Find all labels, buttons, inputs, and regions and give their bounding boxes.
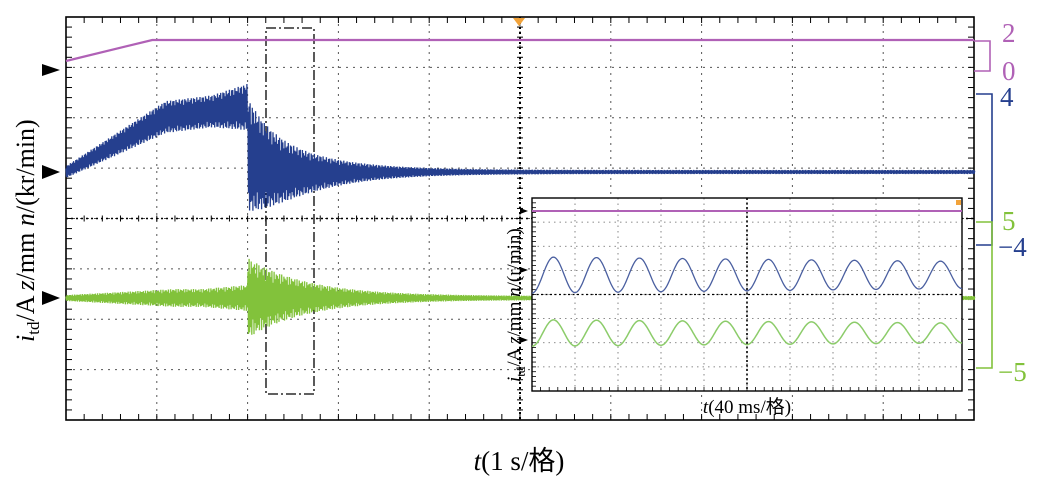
inset-channel-marker-displacement: [520, 267, 528, 273]
current-scale-max: 5: [1002, 206, 1016, 236]
displacement-trace: [65, 83, 976, 211]
inset-channel-marker-speed: [520, 208, 528, 214]
inset-y-axis-label: itd/A z/mm n/(r/min): [504, 228, 528, 382]
speed-scale-min: 0: [1002, 56, 1016, 86]
channel-marker-speed: [42, 64, 60, 76]
displacement-scale-min: −4: [998, 232, 1027, 262]
inset-x-axis-label: t(40 ms/格): [703, 396, 791, 418]
inset-channel-marker-current: [520, 337, 528, 343]
inset-displacement-trace: [531, 256, 963, 294]
current-scale-bracket: [976, 221, 993, 369]
displacement-scale-max: 4: [1000, 82, 1014, 112]
inset-trigger-marker: [956, 200, 961, 205]
trigger-marker: [513, 18, 525, 26]
main-y-axis-label: itd/A z/mm n/(kr/min): [11, 119, 43, 342]
inset-ticks: [531, 197, 963, 392]
speed-scale-max: 2: [1002, 18, 1016, 48]
displacement-scale-bracket: [976, 93, 993, 246]
inset-current-trace: [531, 319, 963, 348]
speed-scale-bracket: [974, 40, 991, 72]
speed-trace: [65, 38, 974, 63]
zoom-window-box: [265, 27, 315, 395]
main-x-axis-label: t(1 s/格): [474, 446, 565, 476]
current-scale-min: −5: [998, 357, 1027, 387]
channel-marker-current: [42, 291, 60, 305]
inset-zoom-panel: itd/A z/mm n/(r/min) t(40 ms/格): [504, 197, 963, 418]
channel-marker-displacement: [42, 165, 60, 179]
